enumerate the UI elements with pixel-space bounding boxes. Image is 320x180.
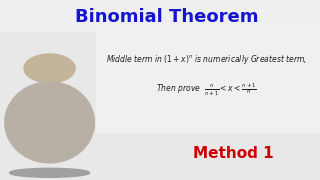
Text: Then prove  $\frac{n}{n+1} < x < \frac{n+1}{n}$: Then prove $\frac{n}{n+1} < x < \frac{n+… — [156, 82, 257, 98]
Text: Binomial Theorem: Binomial Theorem — [75, 8, 258, 26]
Ellipse shape — [5, 82, 94, 163]
Circle shape — [24, 54, 75, 83]
Bar — [96, 29, 320, 133]
Ellipse shape — [10, 168, 90, 177]
Text: Method 1: Method 1 — [193, 145, 274, 161]
Text: Middle term in $(1 + x)^n$ is numerically Greatest term,: Middle term in $(1 + x)^n$ is numericall… — [106, 53, 307, 66]
Bar — [0, 0, 320, 32]
